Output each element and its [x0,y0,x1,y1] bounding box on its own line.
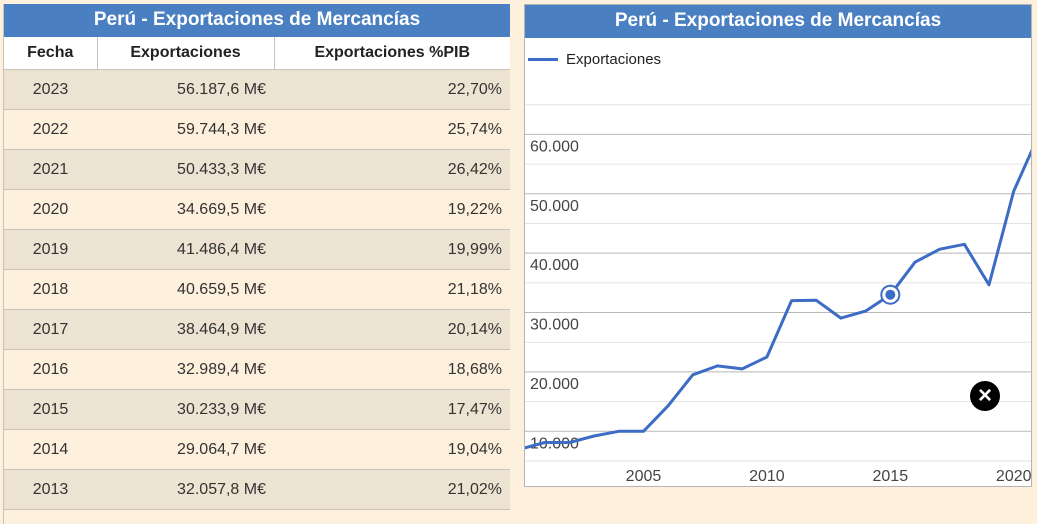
cell-fecha: 2013 [4,469,97,510]
header-fecha[interactable]: Fecha [4,37,98,70]
table-row[interactable]: 2018 40.659,5 M€ 21,18% [4,269,510,310]
legend-swatch-exportaciones [528,57,558,61]
cell-fecha: 2023 [4,69,97,110]
cell-fecha: 2021 [4,149,97,190]
cell-exportaciones: 59.744,3 M€ [97,109,274,150]
header-exportaciones[interactable]: Exportaciones [97,37,275,70]
cell-fecha: 2017 [4,309,97,350]
table-row[interactable]: 2022 59.744,3 M€ 25,74% [4,109,510,150]
cell-exportaciones-pib: 17,47% [274,389,510,430]
cell-exportaciones-pib: 26,42% [274,149,510,190]
chart-title: Perú - Exportaciones de Mercancías [525,5,1031,38]
cell-exportaciones: 40.659,5 M€ [97,269,274,310]
y-tick-label: 60.000 [530,138,579,155]
cell-exportaciones: 30.233,9 M€ [97,389,274,430]
cell-exportaciones-pib: 20,14% [274,309,510,350]
table-row[interactable]: 2023 56.187,6 M€ 22,70% [4,69,510,110]
header-exportaciones-pib[interactable]: Exportaciones %PIB [274,37,510,70]
table-row[interactable]: 2015 30.233,9 M€ 17,47% [4,389,510,430]
x-tick-label: 2005 [626,468,662,485]
x-tick-label: 2020 [996,468,1031,485]
cell-exportaciones: 29.064,7 M€ [97,429,274,470]
cell-exportaciones: 41.486,4 M€ [97,229,274,270]
line-chart: 10.00020.00030.00040.00050.00060.0002005… [525,104,1031,485]
cell-fecha: 2022 [4,109,97,150]
cell-exportaciones: 56.187,6 M€ [97,69,274,110]
exports-chart-panel: Perú - Exportaciones de Mercancías 10.00… [524,4,1032,487]
cell-fecha: 2019 [4,229,97,270]
exports-table-panel: Perú - Exportaciones de Mercancías Fecha… [3,4,510,524]
table-row[interactable]: 2019 41.486,4 M€ 19,99% [4,229,510,270]
chart-legend[interactable]: Exportaciones [528,49,661,69]
y-tick-label: 40.000 [530,257,579,274]
cell-fecha: 2020 [4,189,97,230]
cell-exportaciones: 34.669,5 M€ [97,189,274,230]
cell-exportaciones-pib: 21,02% [274,469,510,510]
cell-exportaciones: 38.464,9 M€ [97,309,274,350]
y-tick-label: 20.000 [530,376,579,393]
legend-label-exportaciones: Exportaciones [566,50,662,68]
cell-exportaciones: 50.433,3 M€ [97,149,274,190]
table-body: 2023 56.187,6 M€ 22,70% 2022 59.744,3 M€ 25,7… [4,69,510,510]
cell-exportaciones-pib: 21,18% [274,269,510,310]
cell-fecha: 2016 [4,349,97,390]
y-tick-label: 30.000 [530,317,579,334]
table-header-row: Fecha Exportaciones Exportaciones %PIB [4,37,510,70]
cell-fecha: 2018 [4,269,97,310]
cell-exportaciones-pib: 19,04% [274,429,510,470]
cell-fecha: 2014 [4,429,97,470]
table-row[interactable]: 2017 38.464,9 M€ 20,14% [4,309,510,350]
table-row[interactable]: 2014 29.064,7 M€ 19,04% [4,429,510,470]
cell-exportaciones-pib: 25,74% [274,109,510,150]
cell-exportaciones: 32.057,8 M€ [97,469,274,510]
cell-exportaciones-pib: 19,22% [274,189,510,230]
cell-exportaciones-pib: 18,68% [274,349,510,390]
table-row[interactable]: 2021 50.433,3 M€ 26,42% [4,149,510,190]
table-row[interactable]: 2016 32.989,4 M€ 18,68% [4,349,510,390]
close-icon[interactable]: × [970,381,1000,411]
series-line-exportaciones[interactable] [525,136,1031,450]
x-tick-label: 2015 [873,468,909,485]
cell-exportaciones: 32.989,4 M€ [97,349,274,390]
exports-table: Fecha Exportaciones Exportaciones %PIB 2… [4,37,510,510]
y-tick-label: 50.000 [530,198,579,215]
table-title: Perú - Exportaciones de Mercancías [4,4,510,37]
x-tick-label: 2010 [749,468,785,485]
cell-exportaciones-pib: 22,70% [274,69,510,110]
table-row[interactable]: 2013 32.057,8 M€ 21,02% [4,469,510,510]
table-row[interactable]: 2020 34.669,5 M€ 19,22% [4,189,510,230]
cell-fecha: 2015 [4,389,97,430]
cell-exportaciones-pib: 19,99% [274,229,510,270]
highlight-point[interactable] [885,289,896,300]
